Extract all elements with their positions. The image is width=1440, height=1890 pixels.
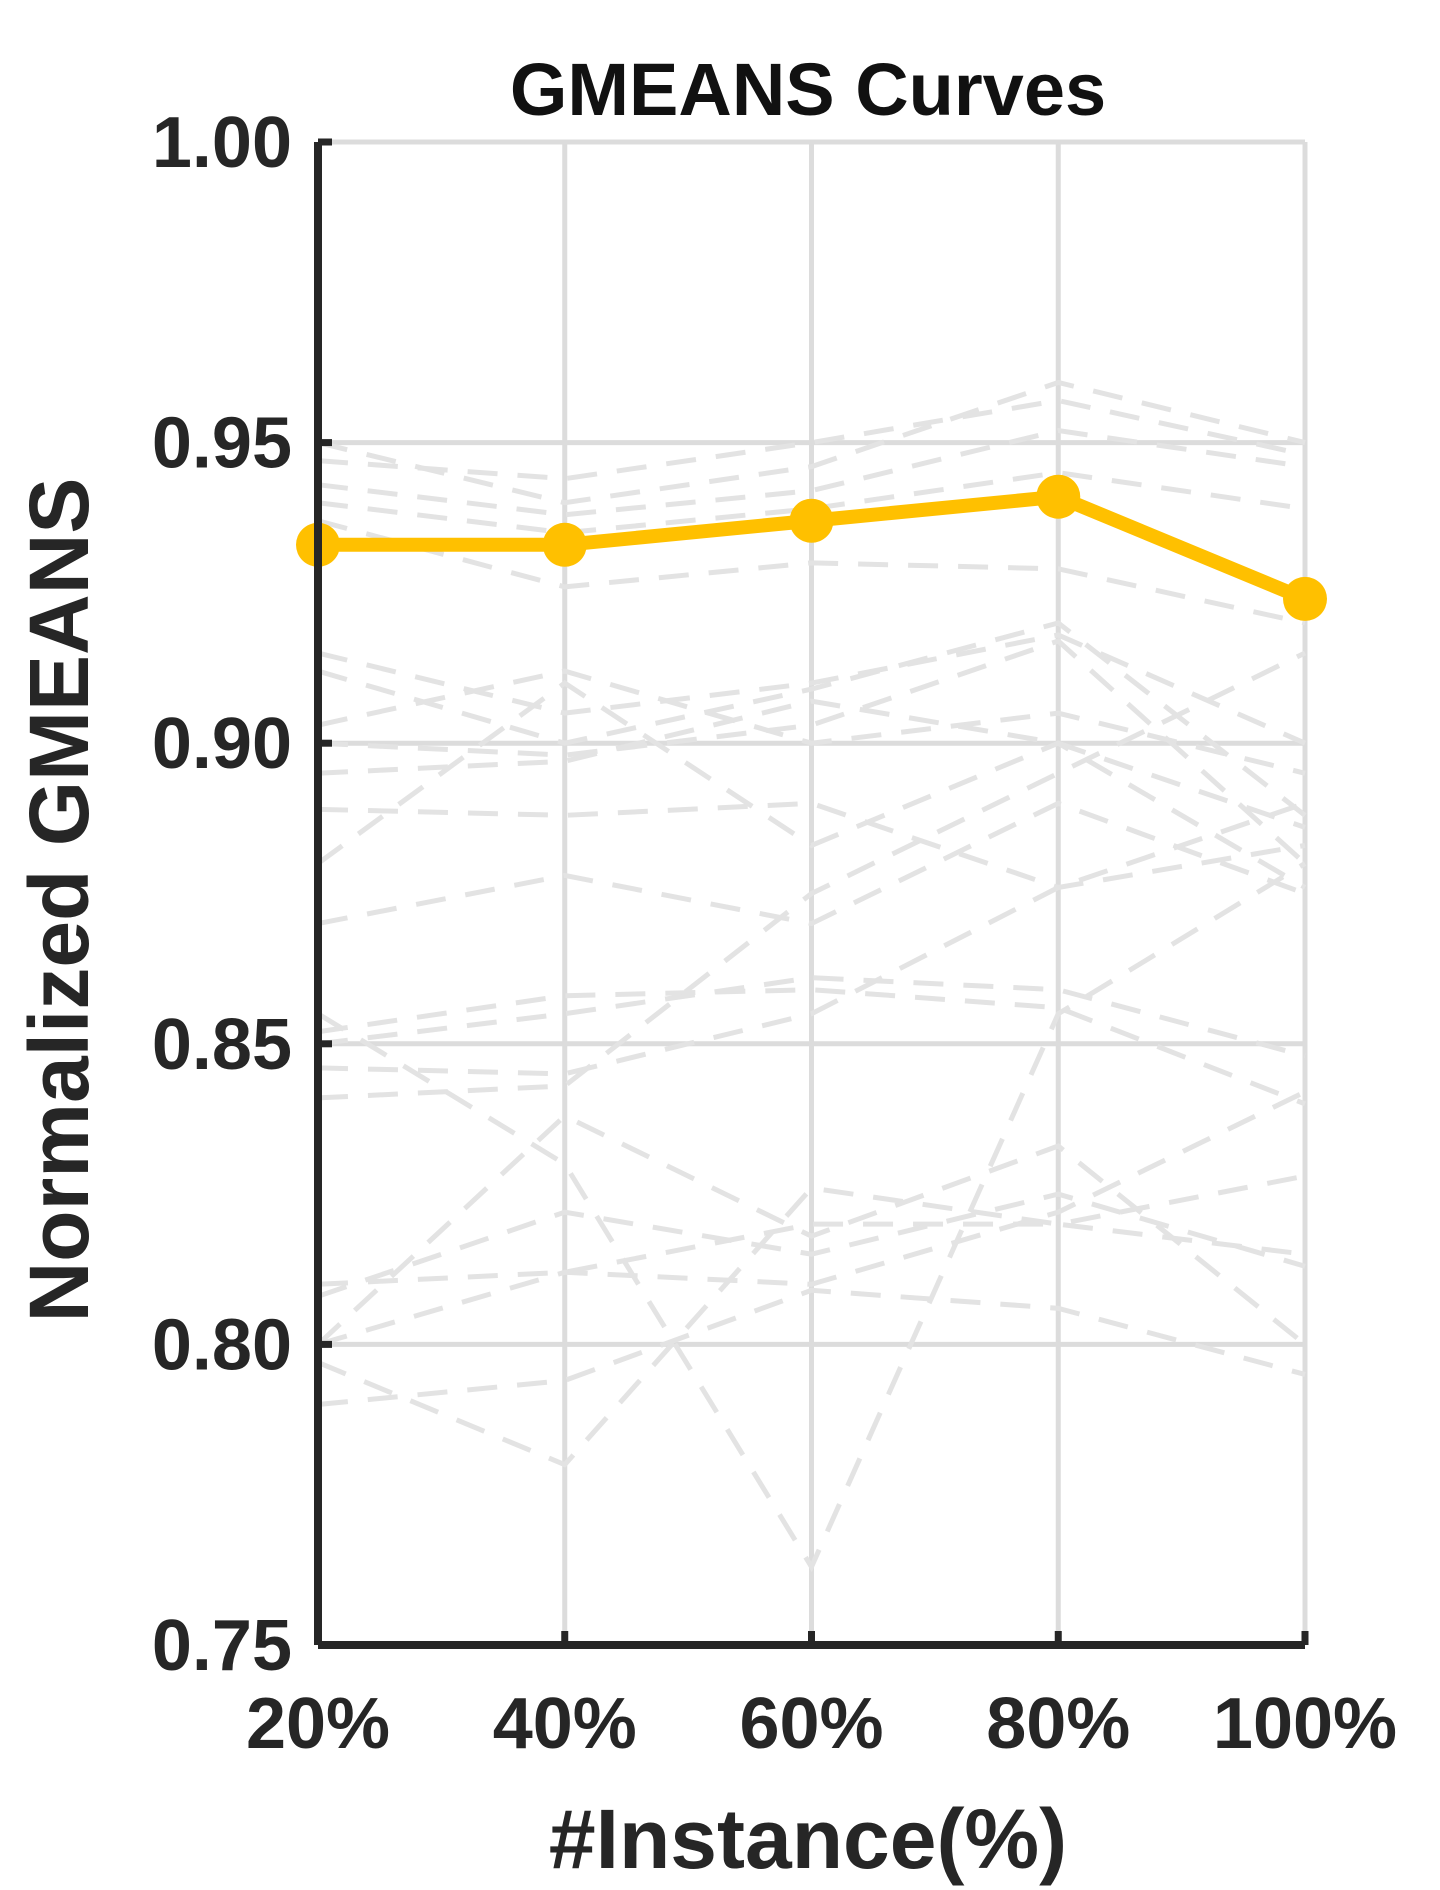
highlight-data-point <box>1283 576 1327 621</box>
background-series-line <box>317 1089 1307 1347</box>
y-tick-label: 0.95 <box>152 404 292 484</box>
background-series-line <box>317 668 1306 776</box>
background-series-line <box>317 698 1306 830</box>
tick-labels: 0.75 0.80 0.85 0.90 0.95 1.00 20% 40% 60% 80% 100% <box>152 103 1397 1764</box>
axes <box>314 138 1309 1649</box>
x-tick-label: 60% <box>739 1684 883 1764</box>
background-series-line <box>317 470 1306 536</box>
background-series-line <box>317 987 1306 1107</box>
x-tick-label: 100% <box>1213 1684 1397 1764</box>
x-tick-label: 20% <box>246 1684 390 1764</box>
chart-title: GMEANS Curves <box>510 48 1106 131</box>
background-series-line <box>317 1287 1306 1408</box>
background-series-line <box>317 428 1306 518</box>
highlight-data-point <box>789 498 834 543</box>
highlight-data-point <box>1036 474 1081 519</box>
y-axis-label: Normalized GMEANS <box>12 478 106 1323</box>
x-tick-label: 40% <box>493 1684 637 1764</box>
highlight-series <box>296 474 1327 621</box>
x-axis-label: #Instance(%) <box>549 1792 1067 1886</box>
y-tick-label: 0.90 <box>152 704 292 784</box>
background-series-line <box>317 379 1306 506</box>
background-series-line <box>317 397 1306 482</box>
background-series-line <box>316 1112 1307 1347</box>
y-tick-label: 0.80 <box>152 1305 292 1385</box>
background-series-line <box>317 800 1306 891</box>
highlight-data-point <box>542 522 587 567</box>
background-series-line <box>317 620 1307 818</box>
x-tick-label: 80% <box>986 1684 1130 1764</box>
background-series-line <box>317 1221 1306 1287</box>
background-series-line <box>317 650 1307 1101</box>
background-series <box>316 379 1307 1573</box>
background-series-line <box>317 518 1306 626</box>
background-series-line <box>316 861 1307 1573</box>
background-series-line <box>316 680 1307 890</box>
background-series-line <box>317 1191 1306 1299</box>
y-tick-label: 0.75 <box>152 1606 292 1686</box>
y-tick-label: 1.00 <box>152 103 292 183</box>
background-series-line <box>317 1173 1306 1468</box>
background-series-line <box>317 800 1306 1077</box>
background-series-line <box>317 975 1306 1059</box>
background-series-line <box>317 632 1307 746</box>
y-tick-label: 0.85 <box>152 1005 292 1085</box>
background-series-line <box>317 800 1306 927</box>
background-series-line <box>317 638 1307 866</box>
